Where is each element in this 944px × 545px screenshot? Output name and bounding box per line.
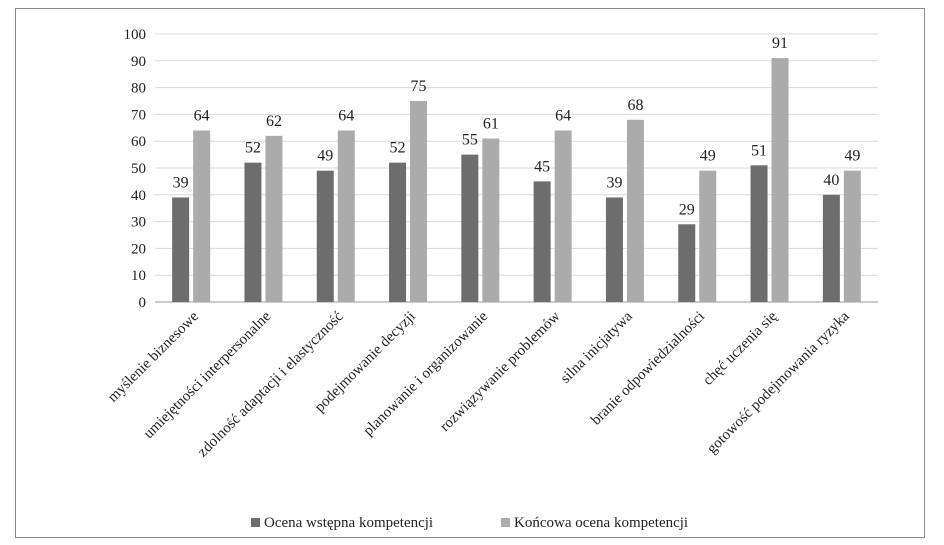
legend: Ocena wstępna kompetencji Końcowa ocena …: [251, 515, 688, 531]
x-tick-label: rozwiązywanie problemów: [437, 308, 564, 435]
x-tick-label: zdolność adaptacji i elastyczność: [195, 308, 347, 460]
y-tick-label: 40: [131, 188, 146, 204]
data-label: 64: [555, 107, 571, 124]
data-label: 62: [266, 113, 282, 130]
y-tick-label: 100: [124, 27, 147, 43]
data-label: 39: [606, 174, 622, 191]
y-axis: 0 10 20 30 40 50 60 70 80 90 100: [124, 27, 147, 311]
bar: [843, 170, 861, 302]
bar: [244, 162, 262, 302]
data-label: 52: [245, 140, 261, 157]
y-tick-label: 70: [131, 107, 146, 123]
bar: [626, 119, 644, 302]
y-tick-label: 10: [131, 268, 146, 284]
y-tick-label: 80: [131, 81, 146, 97]
data-labels: 39 64 52 62 49 64 52 75 55 61 45 64 39 68 29 49 51 91 40 49: [173, 35, 861, 218]
bar: [172, 197, 190, 302]
bar: [750, 165, 768, 302]
x-tick-label: planowanie i organizowanie: [360, 308, 491, 439]
gridlines: [155, 33, 878, 303]
data-label: 49: [844, 148, 860, 165]
bar: [410, 101, 428, 302]
bars: [172, 58, 861, 303]
data-label: 52: [390, 140, 406, 157]
x-tick-label: silna inicjatywa: [558, 308, 636, 386]
x-tick-label: umiejętności interpersonalne: [141, 308, 275, 442]
bar: [482, 138, 500, 302]
y-tick-label: 30: [131, 215, 146, 231]
data-label: 51: [751, 142, 767, 159]
y-tick-label: 90: [131, 54, 146, 70]
bar: [316, 170, 334, 302]
data-label: 61: [483, 116, 499, 133]
bar: [193, 130, 211, 302]
bar: [554, 130, 572, 302]
x-tick-label: chęć uczenia się: [700, 308, 780, 388]
bar: [533, 181, 551, 302]
data-label: 49: [700, 148, 716, 165]
data-label: 40: [823, 172, 839, 189]
bar: [605, 197, 623, 302]
data-label: 64: [194, 107, 210, 124]
legend-swatch-series-2: [501, 518, 510, 527]
y-tick-label: 0: [139, 295, 147, 311]
bar: [389, 162, 407, 302]
data-label: 91: [772, 35, 788, 52]
y-tick-label: 50: [131, 161, 146, 177]
data-label: 39: [173, 174, 189, 191]
legend-label-series-1: Ocena wstępna kompetencji: [264, 515, 433, 531]
bar: [337, 130, 355, 302]
x-tick-label: gotowość podejmowania ryzyka: [704, 308, 853, 457]
data-label: 45: [534, 158, 550, 175]
y-tick-label: 20: [131, 241, 146, 257]
data-label: 49: [317, 148, 333, 165]
data-label: 55: [462, 132, 478, 149]
y-tick-label: 60: [131, 134, 146, 150]
legend-label-series-2: Końcowa ocena kompetencji: [514, 515, 688, 531]
data-label: 64: [338, 107, 354, 124]
bar: [678, 224, 696, 302]
bar: [461, 154, 479, 302]
legend-swatch-series-1: [251, 518, 260, 527]
bar: [822, 194, 840, 302]
data-label: 29: [679, 201, 695, 218]
bar: [265, 135, 283, 302]
data-label: 68: [627, 97, 643, 114]
bar: [699, 170, 717, 302]
bar: [771, 58, 789, 303]
data-label: 75: [411, 78, 427, 95]
